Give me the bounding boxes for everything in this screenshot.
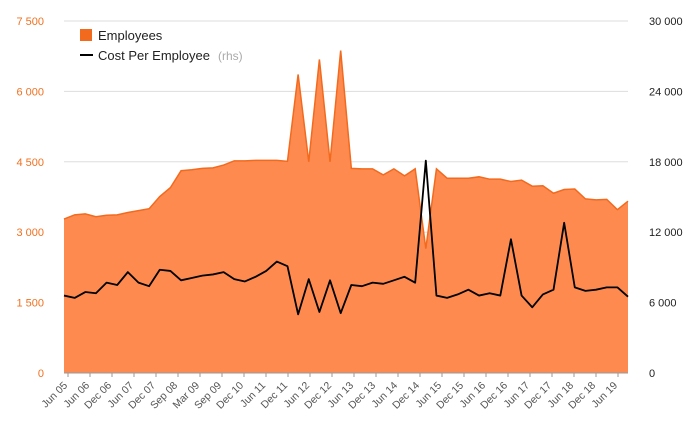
y-right-tick-label: 30 000 (649, 16, 683, 28)
employees-area (64, 50, 628, 373)
y-right-tick-label: 24 000 (649, 86, 683, 98)
y-left-tick-label: 7 500 (16, 16, 44, 28)
y-right-tick-label: 18 000 (649, 157, 683, 169)
legend-label-employees: Employees (98, 28, 163, 43)
y-right-tick-label: 12 000 (649, 227, 683, 239)
legend-label-cost-text: Cost Per Employee (98, 48, 210, 63)
y-left-tick-label: 1 500 (16, 298, 44, 310)
legend-label-cost-note: (rhs) (218, 49, 243, 63)
cost-per-employee-line (63, 159, 629, 316)
y-left-tick-label: 0 (38, 368, 44, 380)
y-left-tick-label: 3 000 (16, 227, 44, 239)
legend-label-cost-per-employee: Cost Per Employee (rhs) (98, 47, 243, 64)
legend-swatch-employees (80, 29, 92, 41)
y-right-tick-label: 6 000 (649, 298, 677, 310)
employees-area-edge (63, 50, 629, 249)
legend: Employees Cost Per Employee (rhs) (80, 28, 243, 64)
y-right-tick-label: 0 (649, 368, 655, 380)
y-left-tick-label: 6 000 (16, 86, 44, 98)
cost-line-layer (63, 159, 629, 316)
employees-area-layer (63, 50, 629, 373)
y-left-tick-label: 4 500 (16, 157, 44, 169)
